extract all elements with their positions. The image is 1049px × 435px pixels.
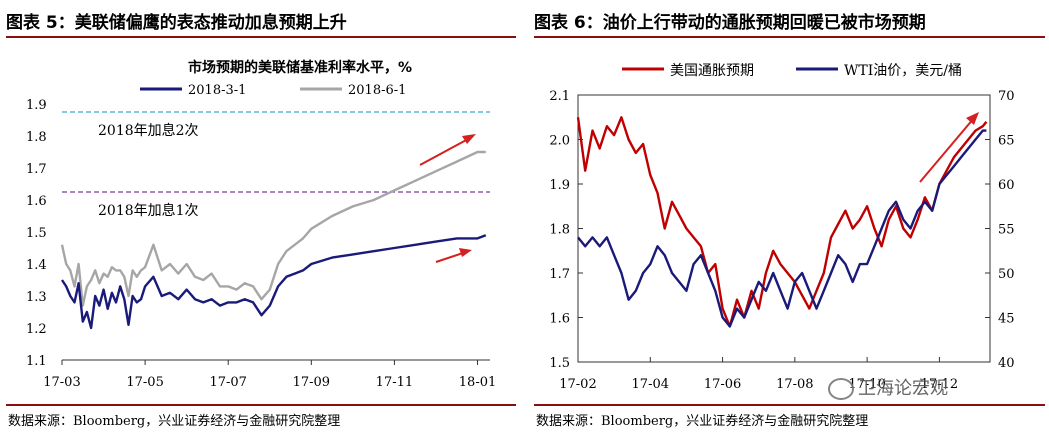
- chart-right: 美国通胀预期 WTI油价，美元/桶 1.5 1.6 1.7 1.8 1.9 2.0 2.1 40 4…: [549, 63, 1015, 392]
- x-tick-label: 17-02: [559, 377, 596, 392]
- watermark: 卫海论宏观: [828, 374, 948, 400]
- wechat-icon: [828, 378, 854, 400]
- trend-arrow-upper: [419, 137, 471, 166]
- panel-right: 图表 6：油价上行带动的通胀预期回暖已被市场预期 美国通胀预期 WTI油价，美元/…: [528, 0, 1049, 435]
- reference-label-2: 2018年加息1次: [98, 202, 199, 219]
- trend-arrow: [919, 117, 975, 183]
- trend-arrowhead-upper: [462, 134, 476, 144]
- source-rule-left: [6, 404, 516, 406]
- y-tick-label-left: 1.9: [549, 178, 570, 193]
- trend-arrowhead-lower: [459, 248, 472, 257]
- y-tick-label-right: 50: [998, 267, 1015, 282]
- y-tick-label-right: 60: [998, 178, 1015, 193]
- x-tick-label: 17-08: [776, 377, 813, 392]
- legend-label-2018-6-1: 2018-6-1: [348, 83, 406, 98]
- figure-title-left: 图表 5：美联储偏鹰的表态推动加息预期上升: [6, 13, 347, 33]
- y-tick-label: 1.3: [26, 290, 47, 305]
- y-tick-label-left: 2.0: [549, 134, 570, 149]
- chart-left: 市场预期的美联储基准利率水平，% 2018-3-1 2018-6-1 1.1 1.2 1.…: [26, 59, 496, 390]
- title-rule-left: [6, 36, 516, 38]
- source-right: 数据来源：Bloomberg，兴业证券经济与金融研究院整理: [536, 414, 869, 429]
- y-tick-label: 1.4: [26, 258, 47, 273]
- x-tick-label: 17-12: [921, 377, 958, 392]
- y-tick-label-left: 1.6: [549, 312, 570, 327]
- y-tick-label: 1.1: [26, 354, 47, 369]
- y-tick-label: 1.9: [26, 98, 47, 113]
- y-tick-label-right: 65: [998, 134, 1015, 149]
- y-tick-label-right: 55: [998, 223, 1015, 238]
- plot-frame: [577, 94, 991, 363]
- legend-label-0: 美国通胀预期: [670, 63, 754, 79]
- y-tick-label-left: 2.1: [549, 89, 570, 104]
- x-tick-label: 17-11: [376, 375, 413, 390]
- x-tick-label: 17-07: [209, 375, 246, 390]
- panel-left: 图表 5：美联储偏鹰的表态推动加息预期上升 市场预期的美联储基准利率水平，% 20…: [0, 0, 520, 435]
- y-tick-label-left: 1.5: [549, 356, 570, 371]
- y-tick-label-left: 1.8: [549, 223, 570, 238]
- x-tick-label: 18-01: [459, 375, 496, 390]
- series-line-1: [577, 129, 987, 328]
- legend-label-2018-3-1: 2018-3-1: [188, 83, 246, 98]
- chart-title: 市场预期的美联储基准利率水平，%: [188, 59, 412, 76]
- reference-label-1: 2018年加息2次: [98, 122, 199, 139]
- series-line-0: [576, 116, 988, 328]
- y-tick-label-right: 45: [998, 312, 1015, 327]
- figure-title-right: 图表 6：油价上行带动的通胀预期回暖已被市场预期: [534, 13, 926, 33]
- x-tick-label: 17-09: [293, 375, 330, 390]
- series-line-2018-3-1: [60, 234, 487, 330]
- x-tick-label: 17-05: [126, 375, 163, 390]
- y-tick-label: 1.6: [26, 194, 47, 209]
- x-tick-label: 17-03: [43, 375, 80, 390]
- x-tick-label: 17-04: [632, 377, 669, 392]
- x-tick-label: 17-06: [704, 377, 741, 392]
- watermark-text: 卫海论宏观: [858, 378, 948, 399]
- trend-arrowhead: [966, 112, 979, 125]
- y-tick-label-left: 1.7: [549, 267, 570, 282]
- y-tick-label: 1.2: [26, 322, 47, 337]
- source-left: 数据来源：Bloomberg，兴业证券经济与金融研究院整理: [8, 414, 341, 429]
- x-tick-label: 17-10: [848, 377, 885, 392]
- source-rule-right: [534, 404, 1045, 406]
- y-tick-label: 1.8: [26, 130, 47, 145]
- y-tick-label-right: 70: [998, 89, 1015, 104]
- y-tick-label: 1.7: [26, 162, 47, 177]
- series-line-2018-6-1: [60, 150, 486, 307]
- y-tick-label: 1.5: [26, 226, 47, 241]
- legend-label-1: WTI油价，美元/桶: [844, 63, 962, 79]
- title-rule-right: [534, 36, 1045, 38]
- y-tick-label-right: 40: [998, 356, 1015, 371]
